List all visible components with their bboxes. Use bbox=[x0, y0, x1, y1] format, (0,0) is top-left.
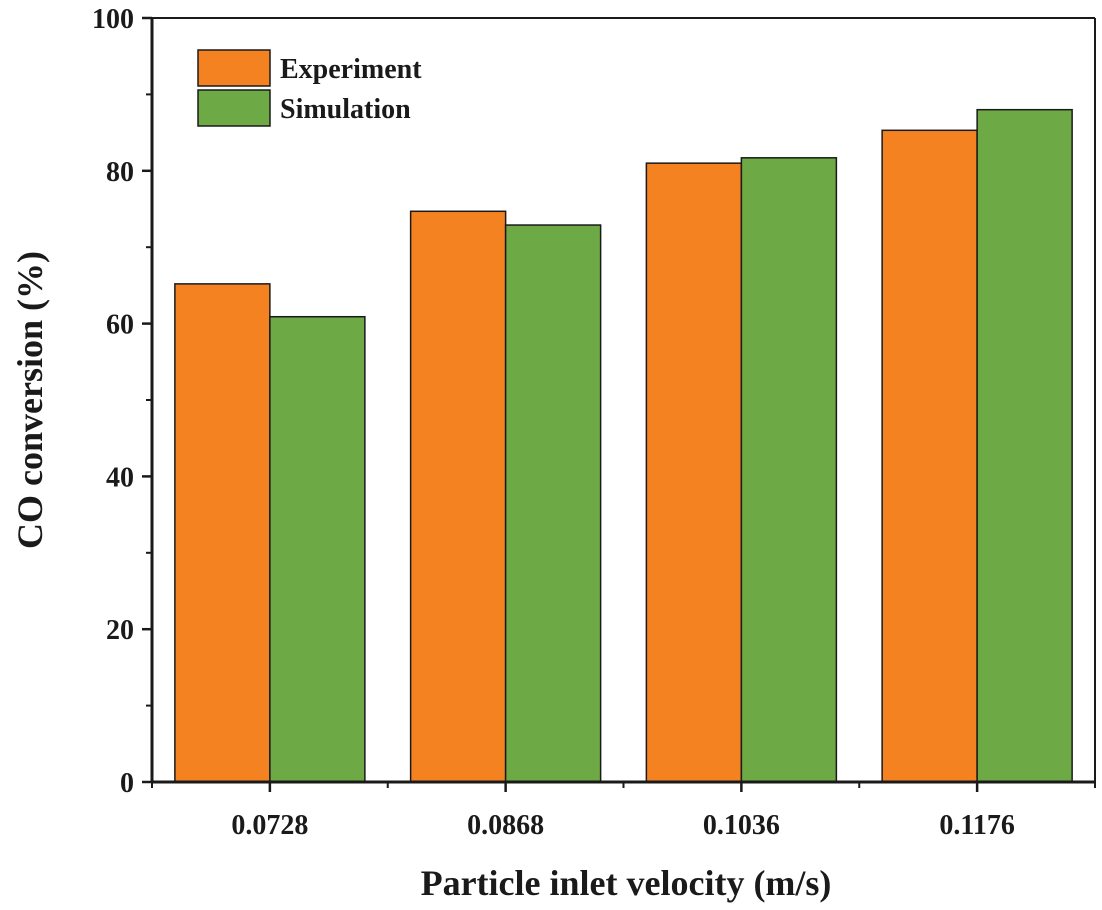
y-tick-label-5: 100 bbox=[92, 4, 134, 35]
x-tick-label-2: 0.1036 bbox=[703, 810, 780, 841]
y-tick-label-3: 60 bbox=[106, 310, 134, 341]
bar-simulation-3 bbox=[976, 108, 1073, 783]
y-axis-title: CO conversion (%) bbox=[10, 251, 50, 549]
bar-simulation-1 bbox=[504, 224, 602, 783]
x-tick-label-3: 0.1176 bbox=[939, 810, 1014, 841]
x-axis-title: Particle inlet velocity (m/s) bbox=[421, 863, 832, 903]
y-tick-label-4: 80 bbox=[106, 157, 134, 188]
x-tick-label-0: 0.0728 bbox=[231, 810, 308, 841]
y-tick-label-1: 20 bbox=[106, 615, 134, 646]
bars-layer bbox=[174, 108, 1073, 783]
y-tick-label-0: 0 bbox=[120, 768, 134, 799]
y-tick-label-2: 40 bbox=[106, 462, 134, 493]
bar-simulation-0 bbox=[269, 315, 366, 783]
bar-experiment-3 bbox=[881, 129, 978, 783]
legend-label-experiment: Experiment bbox=[280, 54, 422, 85]
legend-swatch-experiment bbox=[197, 49, 271, 87]
bar-experiment-2 bbox=[645, 162, 743, 783]
legend-label-simulation: Simulation bbox=[280, 94, 411, 125]
bar-simulation-2 bbox=[740, 157, 838, 783]
legend: Experiment Simulation bbox=[197, 49, 422, 127]
x-tick-label-1: 0.0868 bbox=[467, 810, 544, 841]
ticks-layer: 0 20 40 60 80 100 0.0728 0.0868 0.1036 0.1176 bbox=[92, 4, 1096, 841]
bar-experiment-1 bbox=[409, 210, 507, 783]
bar-experiment-0 bbox=[174, 283, 271, 783]
legend-swatch-simulation bbox=[197, 89, 271, 127]
